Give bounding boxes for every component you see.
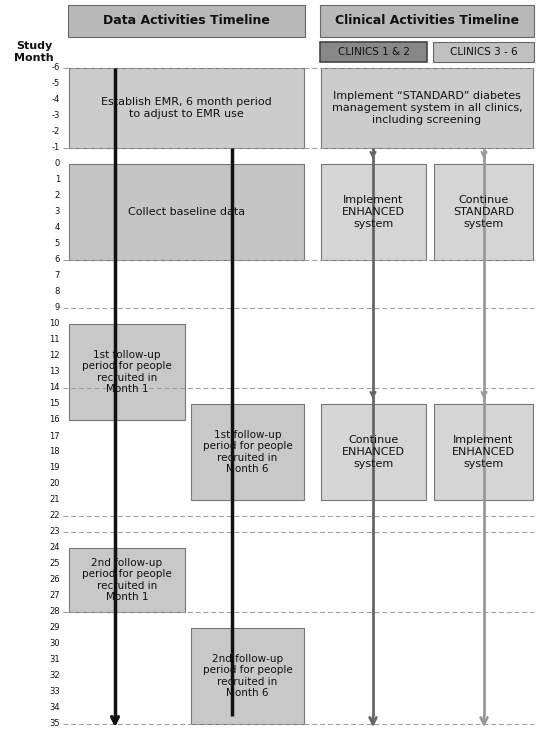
Text: 30: 30 [49, 639, 60, 649]
Text: Establish EMR, 6 month period
to adjust to EMR use: Establish EMR, 6 month period to adjust … [101, 97, 272, 119]
Bar [68, 5, 305, 37]
Text: 32: 32 [49, 672, 60, 680]
Text: 1: 1 [55, 175, 60, 184]
Bar [191, 628, 304, 724]
Text: 23: 23 [49, 528, 60, 537]
Text: Continue
STANDARD
system: Continue STANDARD system [453, 195, 514, 228]
Text: 15: 15 [49, 399, 60, 409]
Text: -1: -1 [52, 144, 60, 153]
Text: Clinical Activities Timeline: Clinical Activities Timeline [335, 15, 519, 27]
Text: 14: 14 [49, 383, 60, 393]
Text: 24: 24 [49, 543, 60, 553]
Text: 1st follow-up
period for people
recruited in
Month 6: 1st follow-up period for people recruite… [202, 429, 292, 474]
Bar [69, 68, 304, 148]
Text: 2nd follow-up
period for people
recruited in
Month 1: 2nd follow-up period for people recruite… [82, 558, 172, 603]
Text: 13: 13 [49, 368, 60, 377]
Text: 22: 22 [49, 512, 60, 520]
Text: Data Activities Timeline: Data Activities Timeline [103, 15, 270, 27]
Text: 19: 19 [49, 463, 60, 473]
Bar [320, 5, 534, 37]
Bar [321, 164, 426, 260]
Text: 20: 20 [49, 479, 60, 489]
Bar [433, 42, 534, 62]
Text: 33: 33 [49, 688, 60, 697]
Bar [69, 164, 304, 260]
Text: 6: 6 [55, 255, 60, 264]
Text: -3: -3 [52, 112, 60, 120]
Text: CLINICS 1 & 2: CLINICS 1 & 2 [337, 47, 410, 57]
Bar [69, 324, 185, 420]
Text: -6: -6 [52, 64, 60, 73]
Text: 29: 29 [49, 623, 60, 633]
Text: Study
Month: Study Month [14, 41, 54, 63]
Text: Implement “STANDARD” diabetes
management system in all clinics,
including screen: Implement “STANDARD” diabetes management… [332, 92, 523, 125]
Text: -2: -2 [52, 128, 60, 137]
Text: Collect baseline data: Collect baseline data [128, 207, 245, 217]
Text: Implement
ENHANCED
system: Implement ENHANCED system [342, 195, 405, 228]
Text: 11: 11 [49, 335, 60, 344]
Text: -5: -5 [52, 79, 60, 89]
Text: 18: 18 [49, 448, 60, 457]
Text: 5: 5 [55, 239, 60, 249]
Text: 2: 2 [55, 192, 60, 200]
Bar [434, 164, 533, 260]
Text: 28: 28 [49, 608, 60, 617]
Text: 8: 8 [55, 288, 60, 297]
Text: 0: 0 [55, 159, 60, 169]
Text: 34: 34 [49, 703, 60, 713]
Text: 31: 31 [49, 655, 60, 664]
Text: 12: 12 [49, 352, 60, 360]
Text: 3: 3 [55, 208, 60, 217]
Text: 26: 26 [49, 575, 60, 584]
Text: 16: 16 [49, 415, 60, 424]
Bar [321, 404, 426, 500]
Text: -4: -4 [52, 95, 60, 104]
Text: 27: 27 [49, 592, 60, 600]
Bar [321, 68, 533, 148]
Text: 4: 4 [55, 223, 60, 233]
Text: 7: 7 [55, 272, 60, 280]
Text: 1st follow-up
period for people
recruited in
Month 1: 1st follow-up period for people recruite… [82, 349, 172, 394]
Bar [434, 404, 533, 500]
Text: CLINICS 3 - 6: CLINICS 3 - 6 [449, 47, 517, 57]
Text: 9: 9 [55, 303, 60, 313]
Text: 2nd follow-up
period for people
recruited in
Month 6: 2nd follow-up period for people recruite… [202, 653, 292, 698]
Text: Continue
ENHANCED
system: Continue ENHANCED system [342, 435, 405, 468]
Text: 35: 35 [49, 719, 60, 729]
Text: Implement
ENHANCED
system: Implement ENHANCED system [452, 435, 515, 468]
Bar [191, 404, 304, 500]
Text: 10: 10 [49, 319, 60, 329]
Bar [320, 42, 427, 62]
Text: 17: 17 [49, 432, 60, 440]
Bar [69, 548, 185, 612]
Text: 25: 25 [49, 559, 60, 569]
Text: 21: 21 [49, 495, 60, 504]
